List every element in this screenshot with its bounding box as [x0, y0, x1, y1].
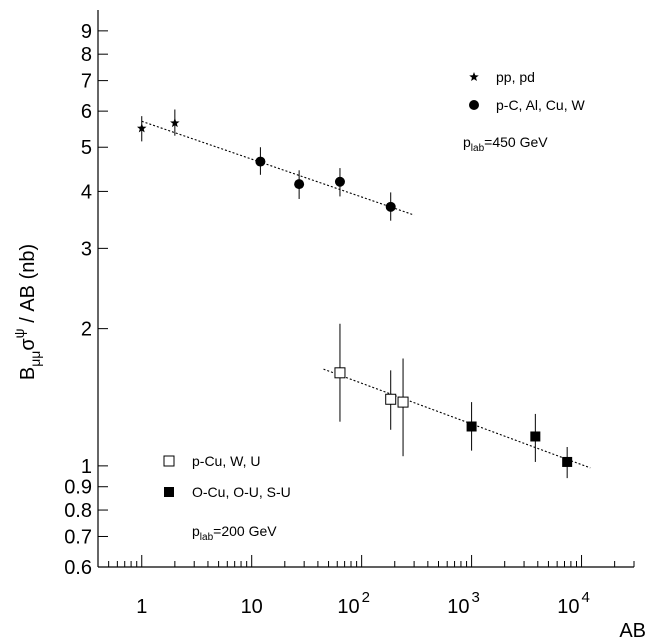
annotation-450: plab=450 GeV	[463, 134, 548, 154]
legend-label: pp, pd	[496, 69, 535, 85]
y-tick-label: 6	[81, 101, 92, 123]
y-label-sub: μμ	[27, 351, 43, 367]
y-label-main: B	[17, 367, 39, 380]
y-axis-ticks: 0.6 0.7 0.80.91 2 3 4 5 6 7 89	[64, 21, 108, 579]
fit-line	[141, 120, 415, 216]
data-point	[334, 176, 345, 187]
data-point	[562, 456, 573, 467]
x-axis-label: AB	[619, 620, 646, 642]
data-point	[294, 179, 305, 190]
fit-line	[323, 368, 591, 469]
y-tick-label: 2	[81, 319, 92, 341]
y-tick-label: 0.6	[64, 557, 92, 579]
data-point	[334, 367, 346, 379]
x-tick-label: 10	[241, 596, 263, 618]
y-axis-label: Bμμσψ / AB (nb)	[11, 244, 43, 380]
y-tick-label: 3	[81, 238, 92, 260]
data-point	[255, 156, 266, 167]
legend-label: O-Cu, O-U, S-U	[192, 484, 291, 500]
legend-marker	[469, 100, 479, 110]
data-point	[137, 123, 147, 133]
legend-marker	[469, 72, 479, 82]
plot-frame	[97, 10, 634, 568]
y-label-sigma: σ	[17, 338, 39, 351]
y-tick-label: 1	[81, 456, 92, 478]
data-points	[137, 109, 573, 479]
x-tick-label: 10 2	[337, 589, 370, 618]
x-axis-ticks: 1 10 10 2 10 3 10 4	[97, 555, 635, 618]
y-tick-label: 8	[81, 44, 92, 66]
y-tick-label: 7	[81, 71, 92, 93]
legend-marker	[164, 487, 174, 497]
data-point	[466, 421, 477, 432]
data-point	[170, 118, 180, 128]
y-label-sup: ψ	[11, 328, 27, 338]
y-tick-label: 5	[81, 137, 92, 159]
legend-label: p-C, Al, Cu, W	[496, 97, 585, 113]
data-point	[385, 201, 396, 212]
legend-marker	[163, 455, 175, 467]
legend-label: p-Cu, W, U	[192, 453, 260, 469]
data-point	[530, 431, 541, 442]
data-point	[385, 393, 397, 405]
fit-lines	[141, 120, 591, 469]
y-tick-label: 9	[81, 21, 92, 43]
y-tick-label: 0.8	[64, 500, 92, 522]
legend: pp, pd p-C, Al, Cu, W p-Cu, W, U O-Cu, O-U,…	[163, 69, 585, 500]
y-tick-label: 0.9	[64, 477, 92, 499]
x-tick-label: 1	[136, 596, 147, 618]
y-label-rest: / AB (nb)	[17, 244, 39, 328]
y-tick-label: 0.7	[64, 526, 92, 548]
y-tick-label: 4	[81, 181, 92, 203]
data-point	[397, 396, 409, 408]
x-tick-label: 10 3	[447, 589, 480, 618]
annotation-200: plab=200 GeV	[192, 523, 277, 543]
x-tick-label: 10 4	[557, 589, 590, 618]
